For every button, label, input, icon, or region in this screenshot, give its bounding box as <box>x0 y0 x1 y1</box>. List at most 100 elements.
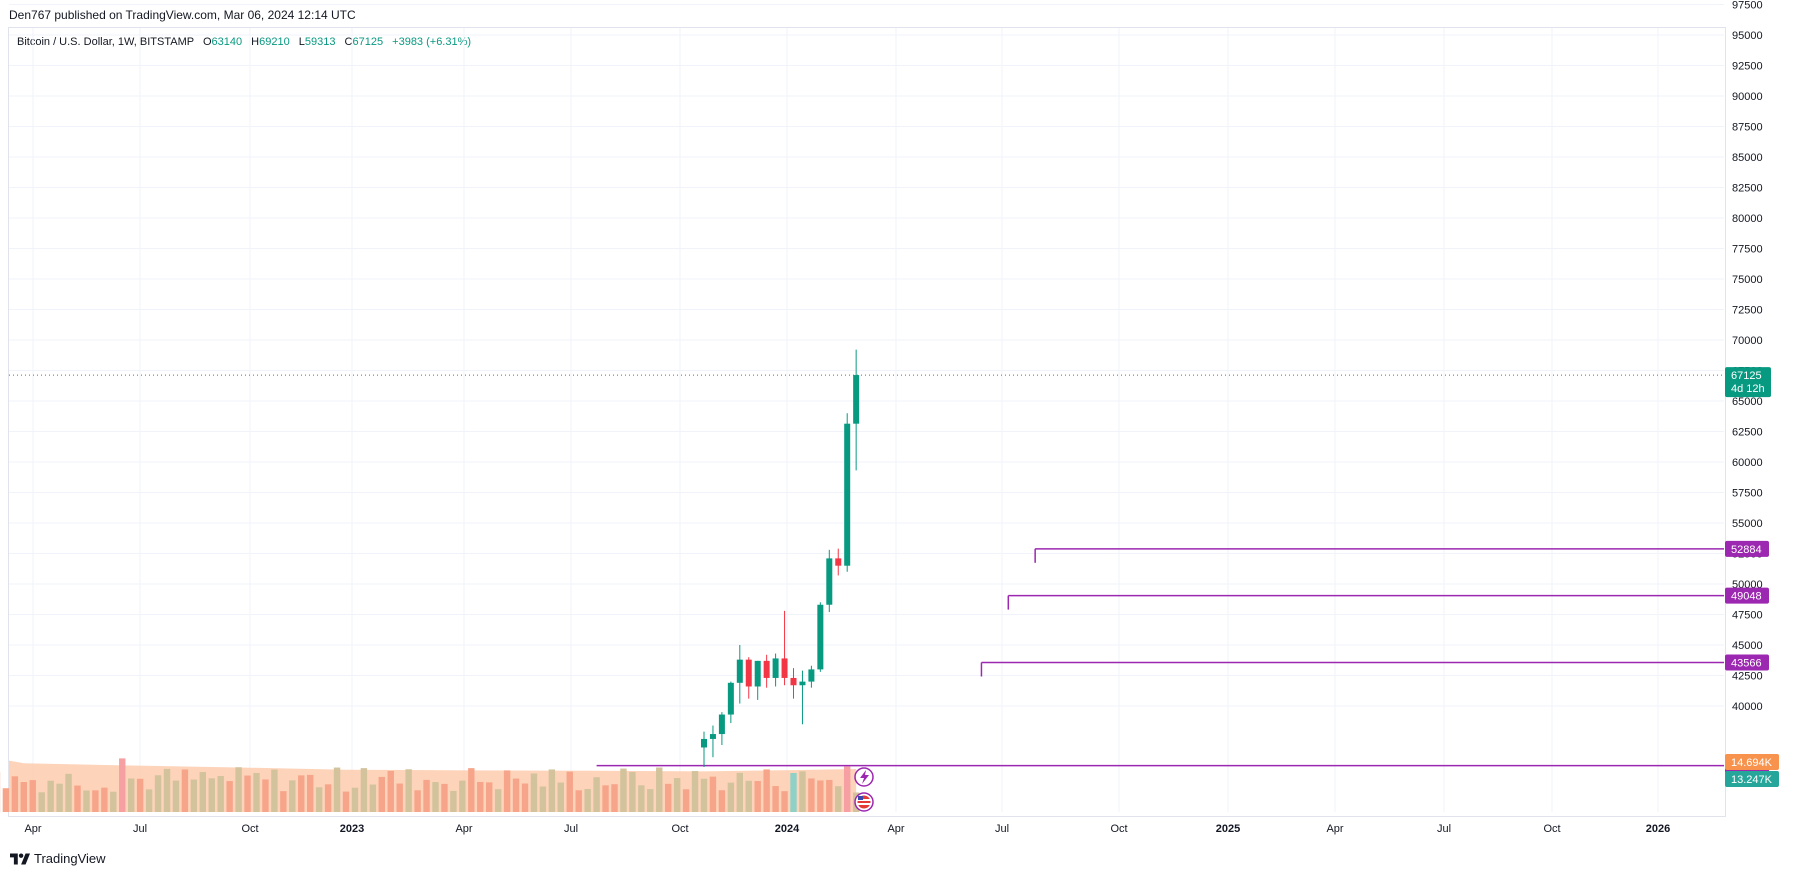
tradingview-logo[interactable]: TradingView <box>10 851 106 866</box>
legend-symbol[interactable]: Bitcoin / U.S. Dollar, 1W, BITSTAMP <box>17 36 194 48</box>
volume-bar <box>271 769 278 812</box>
volume-bar <box>298 775 305 812</box>
volume-bar <box>503 770 511 812</box>
volume-bar <box>459 780 466 812</box>
volume-bar <box>333 767 341 812</box>
time-tick-label: 2023 <box>340 823 364 835</box>
volume-bar <box>56 783 63 812</box>
volume-bar <box>315 787 323 812</box>
volume-bar <box>638 785 645 812</box>
last-price-label: 67125 <box>1731 370 1762 382</box>
volume-bar <box>682 789 690 812</box>
price-tick-label: 45000 <box>1732 640 1763 652</box>
event-us-flag-icon[interactable] <box>854 792 874 812</box>
volume-bar <box>20 782 27 812</box>
volume-bar <box>754 781 761 812</box>
price-tick-label: 40000 <box>1732 701 1763 713</box>
brand-text: TradingView <box>34 851 106 866</box>
price-tick-label: 85000 <box>1732 152 1763 164</box>
legend-low: L59313 <box>298 36 336 48</box>
volume-bar <box>280 791 287 812</box>
support-levels <box>596 548 1724 767</box>
volume-bar <box>620 768 627 812</box>
volume-bar <box>172 780 180 812</box>
grid-lines <box>9 4 1724 812</box>
volume-bar <box>512 778 520 812</box>
legend-high: H69210 <box>251 36 290 48</box>
time-tick-label: Oct <box>1110 823 1127 835</box>
candle-body <box>709 734 716 739</box>
volume-bar <box>629 771 636 812</box>
volume-bar <box>450 790 457 812</box>
price-tick-label: 62500 <box>1732 427 1763 439</box>
price-tick-label: 97500 <box>1732 0 1763 12</box>
candle-body <box>718 714 725 735</box>
volume-bar <box>101 787 108 812</box>
volume-bar <box>217 775 224 812</box>
volume-bar <box>11 776 19 812</box>
candle-body <box>799 681 806 686</box>
event-markers <box>854 767 874 812</box>
candle-body <box>763 660 770 678</box>
candle-body <box>835 558 842 566</box>
candle-body <box>853 375 860 424</box>
published-info: Den767 published on TradingView.com, Mar… <box>9 8 356 22</box>
price-tick-label: 60000 <box>1732 457 1763 469</box>
legend-change: +3983 (+6.31%) <box>392 36 472 48</box>
volume-bar <box>47 780 54 812</box>
chart-legend: Bitcoin / U.S. Dollar, 1W, BITSTAMP O631… <box>17 36 471 48</box>
volume-bar <box>136 778 144 812</box>
price-tick-label: 80000 <box>1732 213 1763 225</box>
volume-bar <box>566 771 573 812</box>
volume-bar <box>486 782 493 812</box>
volume-bar <box>414 790 421 812</box>
volume-bar <box>396 783 403 812</box>
legend-close: C67125 <box>344 36 384 48</box>
volume-bar <box>253 772 260 812</box>
volume-bar <box>602 785 609 812</box>
candle-body <box>790 677 797 686</box>
volume-bar <box>468 768 475 812</box>
volume-bar <box>181 769 189 812</box>
volume-bar <box>799 771 806 812</box>
volume-bar <box>530 773 538 812</box>
candle-body <box>781 658 788 678</box>
volume-bar <box>190 779 198 812</box>
volume-bar <box>736 772 743 812</box>
volume-bar <box>718 790 726 812</box>
price-tick-label: 95000 <box>1732 30 1763 42</box>
price-tick-label: 92500 <box>1732 61 1763 73</box>
volume-bar <box>781 791 788 812</box>
price-tick-label: 72500 <box>1732 305 1763 317</box>
time-tick-label: 2025 <box>1216 823 1240 835</box>
event-lightning-icon[interactable] <box>854 767 874 787</box>
price-tick-label: 65000 <box>1732 396 1763 408</box>
price-tick-label: 75000 <box>1732 274 1763 286</box>
volume-bar <box>262 779 269 812</box>
time-tick-label: 2024 <box>775 823 800 835</box>
volume-bar <box>423 779 430 812</box>
volume-bar <box>494 789 502 812</box>
time-tick-label: Jul <box>133 823 147 835</box>
volume-bar <box>351 787 359 812</box>
volume-bar <box>441 783 448 812</box>
volume-label-bg <box>1725 754 1779 770</box>
volume-bar <box>611 784 618 812</box>
price-tick-label: 57500 <box>1732 488 1763 500</box>
volume-bar <box>110 791 117 812</box>
volume-label: 14.694K <box>1731 757 1773 769</box>
volume-bar <box>557 782 564 812</box>
volume-bar <box>772 786 779 812</box>
candle-body <box>745 659 752 687</box>
volume-bar <box>521 783 529 812</box>
axis-labels: 52884490484356635111671254d 12h14.694K13… <box>1725 367 1779 787</box>
volume-bar <box>2 788 10 812</box>
volume-bar <box>656 767 663 812</box>
candle-body <box>754 660 761 687</box>
volume-bar <box>808 778 815 812</box>
volume-bar <box>700 778 708 812</box>
last-price-label-bg <box>1725 367 1771 398</box>
volume-bar <box>38 792 45 812</box>
volume-bar <box>477 781 484 812</box>
